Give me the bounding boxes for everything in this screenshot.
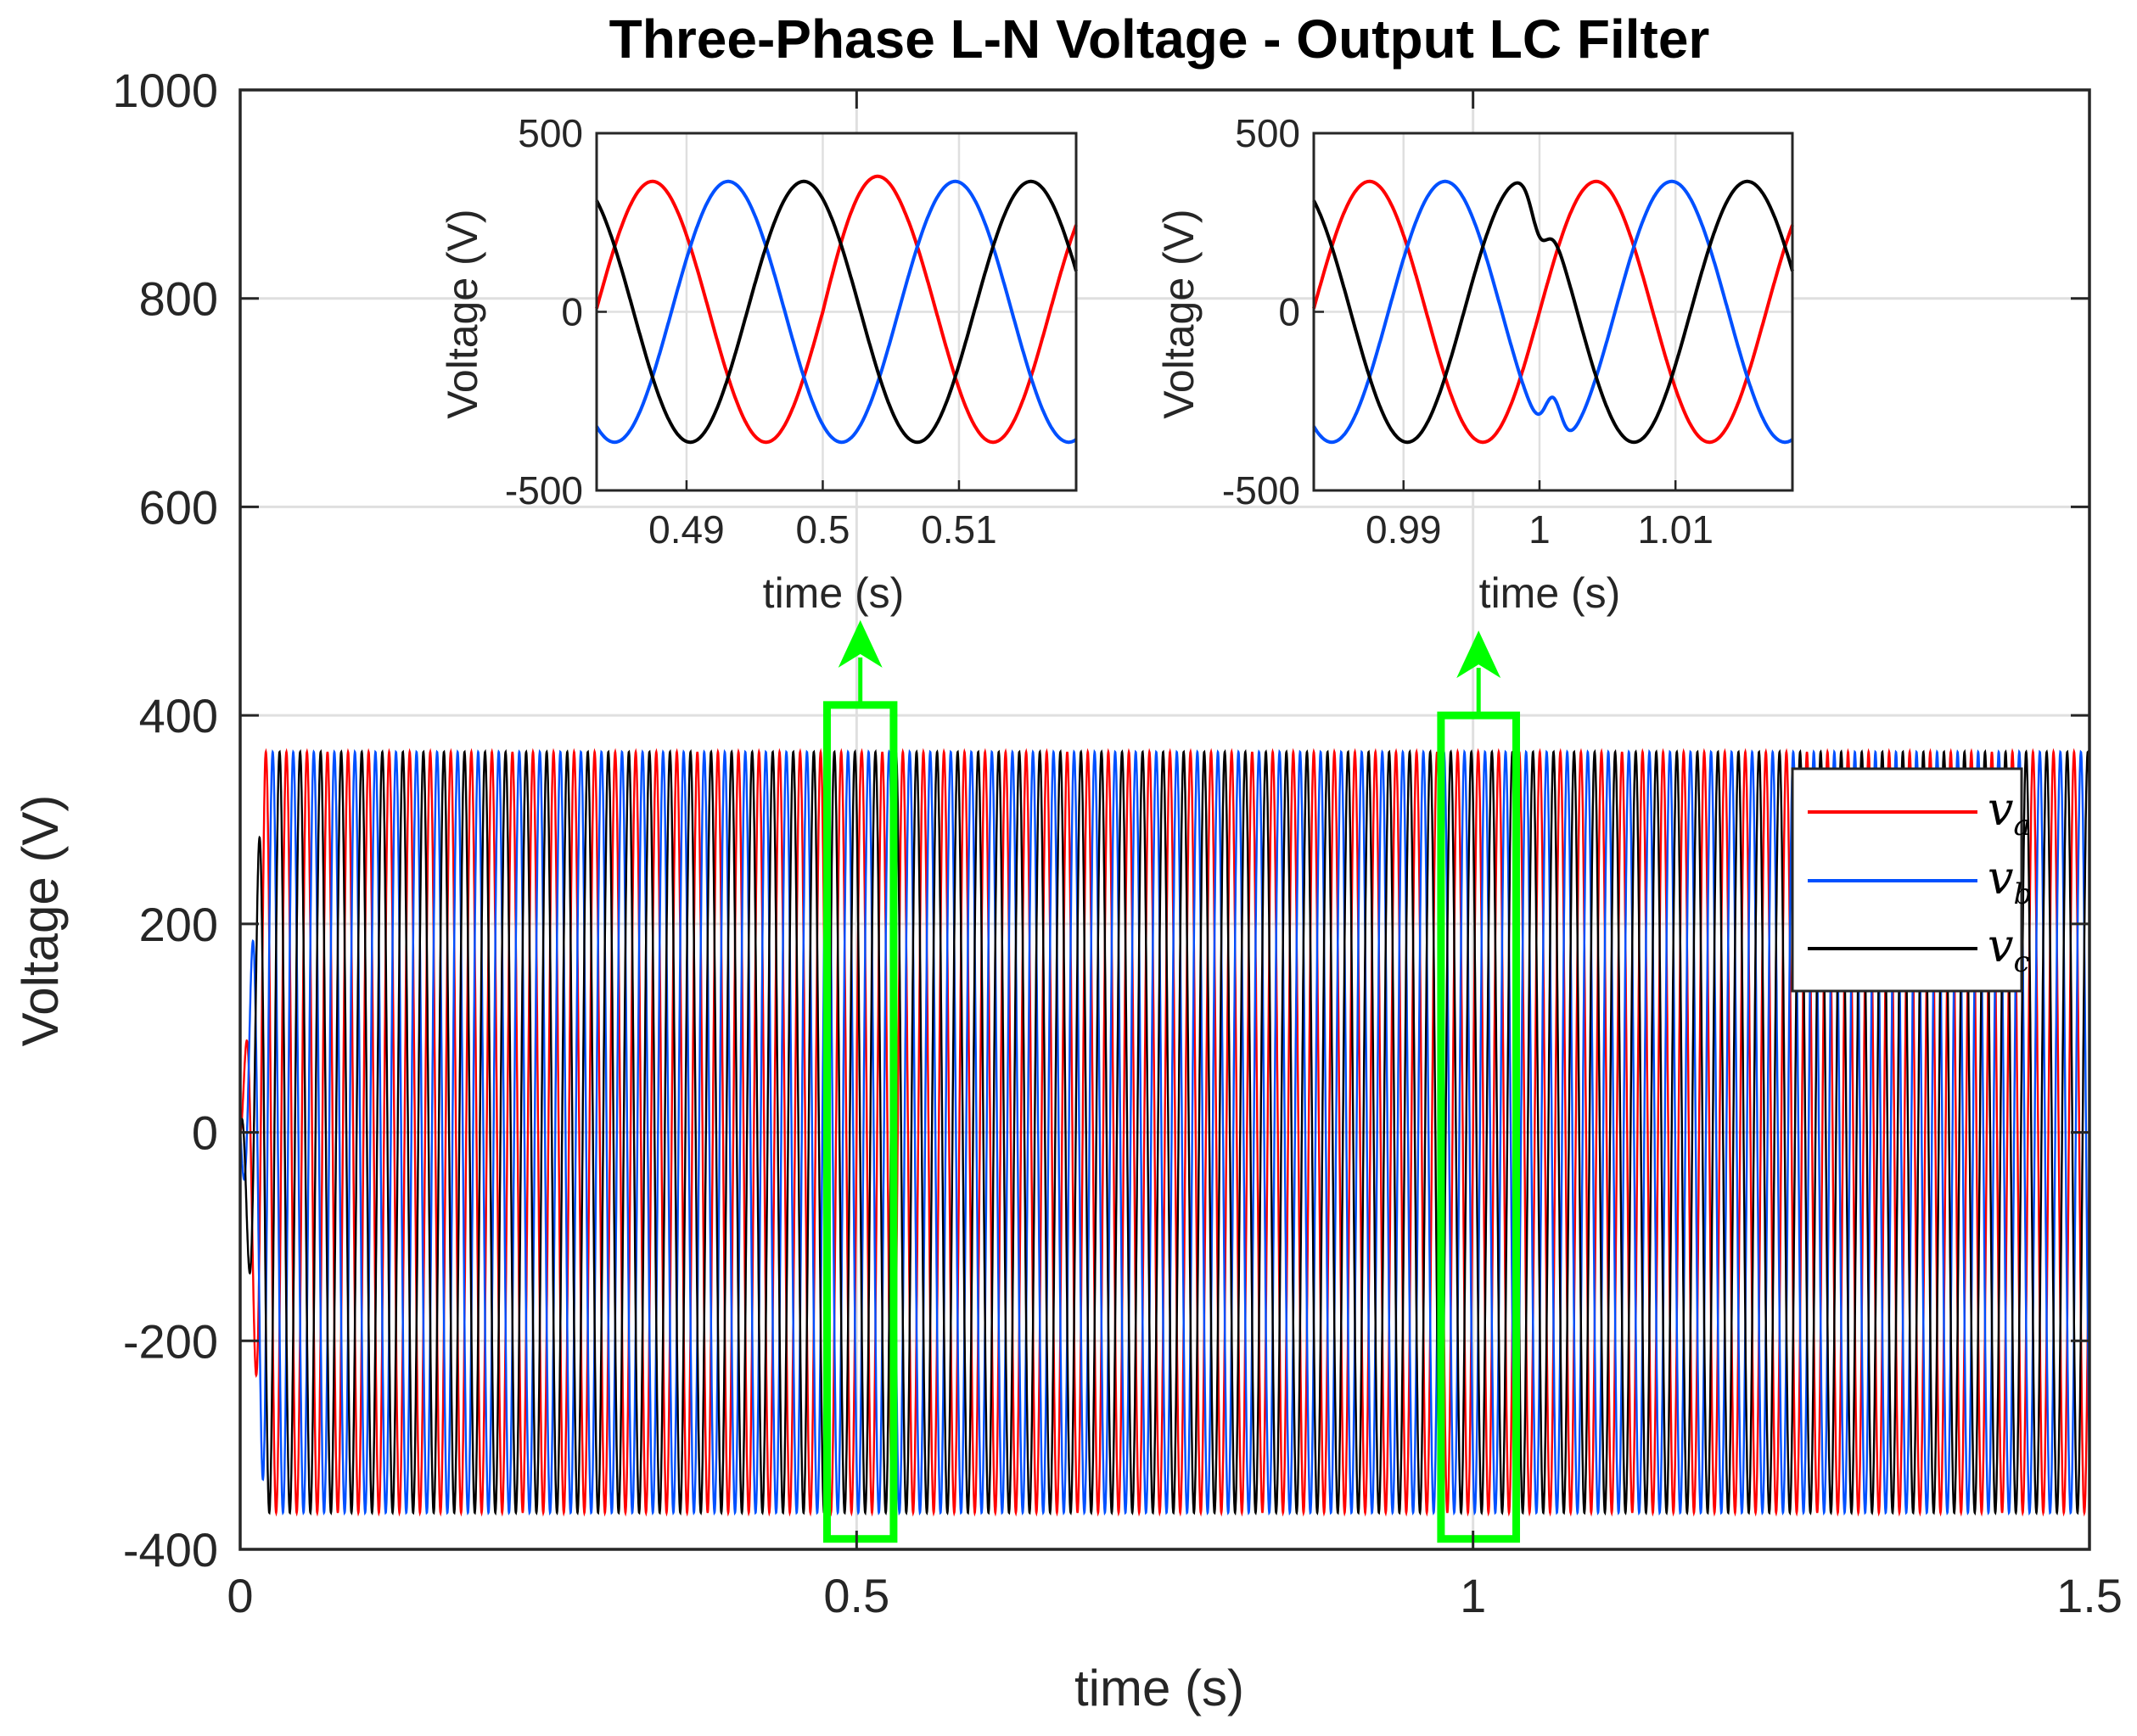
main-y-tick-label: 800 — [139, 272, 218, 326]
inset-2-x-tick-label: 1.01 — [1637, 507, 1714, 552]
main-chart-title: Three-Phase L-N Voltage - Output LC Filt… — [609, 8, 1710, 70]
highlight-arrow-head-2 — [1456, 630, 1501, 679]
inset-1-tick-labels: 0.49 0.5 0.51 -500 0 500 — [505, 111, 997, 552]
inset-2-y-tick-label: 0 — [1278, 290, 1300, 334]
inset-2-y-tick-label: 500 — [1235, 111, 1300, 155]
inset-2-plot-area — [1312, 132, 1794, 492]
inset-1-x-tick-label: 0.5 — [795, 507, 850, 552]
inset-2-y-axis-label: Voltage (V) — [1155, 209, 1203, 418]
inset-1-series-va — [595, 174, 1078, 445]
main-plot-area — [238, 748, 2091, 1517]
inset-1-x-axis-label: time (s) — [763, 569, 905, 617]
legend-label-va: va — [1988, 782, 2031, 843]
main-x-tick-label: 0.5 — [823, 1569, 889, 1622]
main-y-tick-label: 200 — [139, 898, 218, 951]
inset-1-y-tick-label: 0 — [561, 290, 583, 334]
inset-2-border — [1312, 132, 1794, 492]
main-y-tick-label: 1000 — [112, 64, 218, 117]
inset-2-series-vb — [1312, 179, 1794, 445]
inset-2-tick-labels: 0.99 1 1.01 -500 0 500 — [1222, 111, 1714, 552]
highlight-arrow-head-1 — [838, 619, 883, 668]
main-y-axis-label: Voltage (V) — [12, 795, 69, 1047]
main-y-tick-label: 400 — [139, 689, 218, 742]
inset-1-y-tick-label: -500 — [505, 468, 583, 512]
inset-2-series-vc — [1312, 179, 1794, 445]
legend-label-vb: vb — [1988, 851, 2032, 911]
main-series-va — [239, 748, 2091, 1517]
inset-1-series-vc — [595, 179, 1078, 445]
inset-chart-2: 0.99 1 1.01 -500 0 500 time (s) Voltage (V) — [1155, 111, 1794, 617]
highlight-boxes — [822, 619, 1521, 1543]
main-series-vc — [238, 748, 2091, 1516]
main-x-tick-label: 0 — [227, 1569, 253, 1622]
inset-1-series-vb — [595, 179, 1078, 445]
inset-chart-1: 0.49 0.5 0.51 -500 0 500 time (s) Voltage (V) — [439, 111, 1078, 617]
main-y-tick-label: 0 — [192, 1106, 218, 1160]
inset-1-plot-area — [595, 132, 1078, 492]
inset-1-y-axis-label: Voltage (V) — [439, 209, 486, 418]
main-x-axis-label: time (s) — [1074, 1660, 1244, 1716]
inset-1-border — [595, 132, 1078, 492]
inset-2-x-tick-label: 0.99 — [1366, 507, 1442, 552]
main-axes-border — [238, 88, 2091, 1551]
main-y-tick-label: -400 — [123, 1523, 218, 1576]
main-y-tick-label: 600 — [139, 480, 218, 534]
inset-1-x-tick-label: 0.51 — [921, 507, 997, 552]
inset-1-x-tick-label: 0.49 — [648, 507, 725, 552]
main-x-tick-label: 1.5 — [2056, 1569, 2123, 1622]
legend: va vb vc — [1791, 767, 2032, 993]
inset-1-y-tick-label: 500 — [518, 111, 583, 155]
main-series-vb — [238, 748, 2091, 1516]
main-x-tick-label: 1 — [1460, 1569, 1486, 1622]
main-axes-frame — [238, 88, 2091, 1551]
main-y-tick-label: -200 — [123, 1314, 218, 1368]
inset-2-x-axis-label: time (s) — [1479, 569, 1621, 617]
legend-label-vc: vc — [1988, 919, 2030, 979]
inset-2-series-va — [1312, 179, 1794, 445]
inset-2-x-tick-label: 1 — [1528, 507, 1551, 552]
inset-2-y-tick-label: -500 — [1222, 468, 1300, 512]
